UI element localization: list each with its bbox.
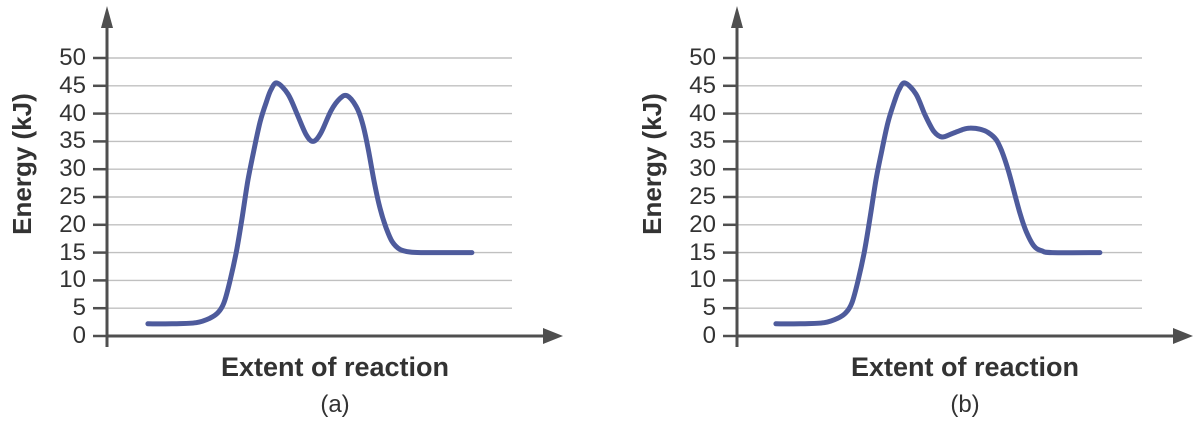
energy-curve <box>773 80 1103 327</box>
energy-curve <box>145 80 475 327</box>
y-tick-label-45: 45 <box>59 71 86 99</box>
y-tick-label-40: 40 <box>689 99 716 127</box>
plot-area-a <box>93 6 563 347</box>
chart-a: Energy (kJ) 0 5 10 15 20 25 30 35 40 45 50 Extent … <box>0 0 575 428</box>
y-axis-tick-labels: 0 5 10 15 20 25 30 35 40 45 50 <box>0 0 90 428</box>
y-tick-label-30: 30 <box>59 155 86 183</box>
y-tick-label-40: 40 <box>59 99 86 127</box>
y-tick-label-15: 15 <box>59 238 86 266</box>
plot-area-b <box>723 6 1193 347</box>
y-tick-label-50: 50 <box>689 44 716 71</box>
y-tick-label-20: 20 <box>59 210 86 238</box>
x-axis-arrow-icon <box>1173 328 1193 344</box>
y-tick-label-10: 10 <box>59 266 86 294</box>
y-tick-label-20: 20 <box>689 210 716 238</box>
y-tick-label-0: 0 <box>72 322 86 349</box>
y-tick-label-25: 25 <box>59 183 86 210</box>
y-tick-label-10: 10 <box>689 266 716 294</box>
x-axis-arrow-icon <box>543 328 563 344</box>
y-tick-label-5: 5 <box>702 294 716 322</box>
y-tick-label-30: 30 <box>689 155 716 183</box>
chart-b: Energy (kJ) 0 5 10 15 20 25 30 35 40 45 50 Extent … <box>630 0 1200 428</box>
y-tick-label-35: 35 <box>59 127 86 155</box>
y-tick-label-5: 5 <box>72 294 86 322</box>
y-tick-label-0: 0 <box>702 322 716 349</box>
y-tick-label-35: 35 <box>689 127 716 155</box>
y-tick-label-45: 45 <box>689 71 716 99</box>
chart-label-a: (a) <box>320 391 350 418</box>
x-axis-title: Extent of reaction <box>220 352 450 382</box>
x-axis-title: Extent of reaction <box>850 352 1080 382</box>
chart-label-b: (b) <box>950 391 980 418</box>
y-tick-label-15: 15 <box>689 238 716 266</box>
y-tick-label-25: 25 <box>689 183 716 210</box>
y-axis-arrow-icon <box>731 6 743 28</box>
y-axis-tick-labels: 0 5 10 15 20 25 30 35 40 45 50 <box>630 0 720 428</box>
y-axis-arrow-icon <box>101 6 113 28</box>
y-tick-label-50: 50 <box>59 44 86 71</box>
